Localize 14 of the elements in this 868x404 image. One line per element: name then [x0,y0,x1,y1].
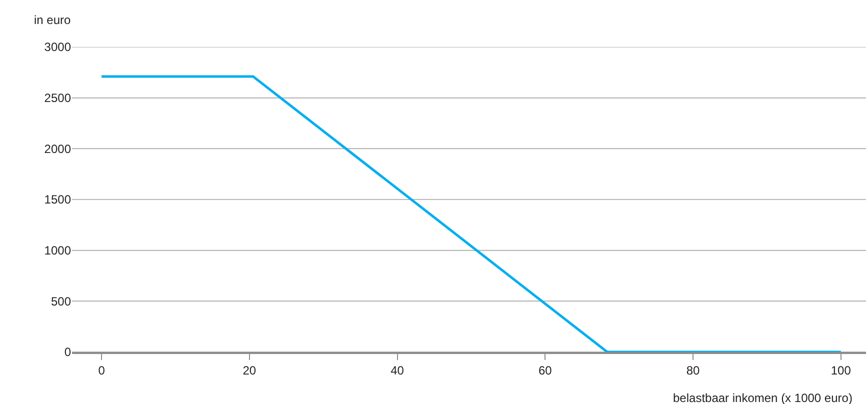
x-tick-label: 40 [390,363,404,378]
x-tick-label: 100 [830,363,852,378]
y-tick-label: 2500 [44,91,72,106]
y-tick-label: 1000 [44,244,72,258]
y-tick-label: 0 [64,345,72,360]
y-axis-title: in euro [34,13,72,27]
y-tick-label: 500 [50,294,72,308]
y-tick-label: 2000 [44,142,72,156]
x-tick-label: 60 [538,363,552,378]
x-tick-label: 20 [242,363,256,378]
y-tick-label: 3000 [44,40,72,54]
x-tick-label: 0 [98,363,106,378]
y-tick-label: 1500 [44,192,72,207]
x-tick-label: 80 [686,363,700,378]
